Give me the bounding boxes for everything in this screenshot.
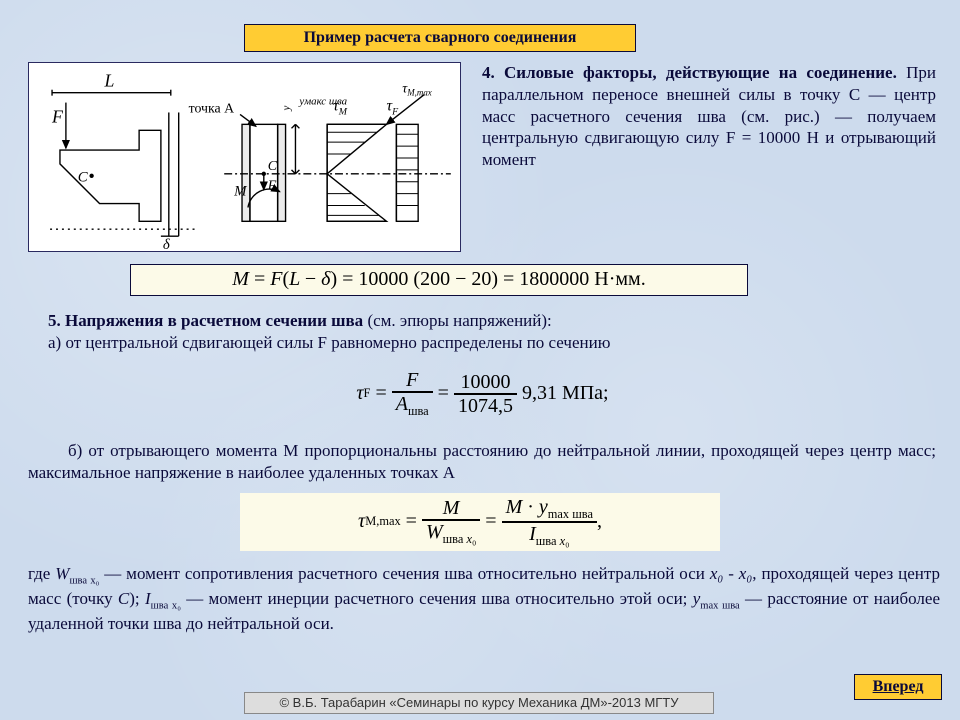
eq3-f1-num: M <box>439 497 464 519</box>
forward-label: Вперед <box>873 677 924 697</box>
eq2-den2: 1074,5 <box>454 395 517 417</box>
page-title-banner: Пример расчета сварного соединения <box>244 24 636 52</box>
label-C: C <box>78 170 89 186</box>
label-L: L <box>103 71 114 91</box>
forward-button[interactable]: Вперед <box>854 674 942 700</box>
where-paragraph: где Wшва x₀ — момент сопротивления расче… <box>28 563 940 635</box>
section5-item-a: а) от центральной сдвигающей силы F равн… <box>48 332 918 354</box>
section5-heading: 5. Напряжения в расчетном сечении шва <box>48 311 363 330</box>
page-title-text: Пример расчета сварного соединения <box>304 28 577 48</box>
label-F-mid: F <box>267 178 277 193</box>
section4-heading: 4. Силовые факторы, действующие на соеди… <box>482 63 897 82</box>
equation-moment-text: M = F(L − δ) = 10000 (200 − 20) = 180000… <box>232 267 645 293</box>
eq2-num2: 10000 <box>456 371 514 393</box>
footer-copyright: © В.Б. Тарабарин «Семинары по курсу Меха… <box>244 692 714 714</box>
eq3-trailing: , <box>597 509 602 535</box>
section5-line1: 5. Напряжения в расчетном сечении шва (с… <box>48 310 918 332</box>
eq2-num1: F <box>402 369 422 391</box>
label-tauF: τF <box>386 97 399 117</box>
eq2-result: 9,31 МПа; <box>522 381 609 407</box>
section5b-paragraph: б) от отрывающего момента M пропорционал… <box>28 440 936 484</box>
footer-text: © В.Б. Тарабарин «Семинары по курсу Меха… <box>279 695 678 712</box>
label-pointA: точка A <box>189 100 235 115</box>
equation-moment: M = F(L − δ) = 10000 (200 − 20) = 180000… <box>130 264 748 296</box>
label-M: M <box>233 184 248 200</box>
label-delta: δ <box>163 237 171 251</box>
section5-block: 5. Напряжения в расчетном сечении шва (с… <box>48 310 918 354</box>
label-F-left: F <box>51 106 64 126</box>
section4-paragraph: 4. Силовые факторы, действующие на соеди… <box>482 62 936 171</box>
section5b-text: б) от отрывающего момента M пропорционал… <box>28 441 936 482</box>
section5-heading-suffix: (см. эпюры напряжений): <box>363 311 552 330</box>
equation-tauMmax: τM,max = M Wшва x₀ = M · ymax шва Iшва x… <box>240 493 720 551</box>
label-tauMmax: τM,max <box>402 81 431 98</box>
weld-diagram-svg: L F C δ точка A M <box>29 63 460 251</box>
equation-tauF: τF τF = F AA_швашва = 10000 1074,5 9,31 … <box>260 365 700 423</box>
weld-diagram: L F C δ точка A M <box>28 62 461 252</box>
label-ymax: y <box>281 105 293 111</box>
label-Cm: C <box>268 158 278 173</box>
